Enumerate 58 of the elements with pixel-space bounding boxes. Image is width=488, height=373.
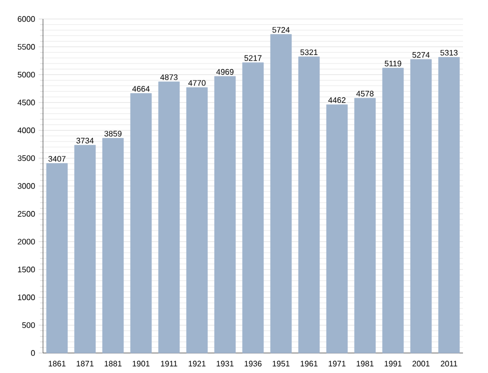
y-tick-label: 6000: [18, 16, 35, 22]
data-label: 4969: [216, 69, 234, 75]
y-tick-label: 500: [22, 322, 35, 328]
x-tick-label: 2011: [440, 360, 458, 366]
y-tick-label: 3500: [18, 155, 35, 161]
data-label: 3407: [48, 156, 66, 162]
bar: [102, 138, 124, 354]
data-label: 4462: [328, 97, 346, 103]
y-tick-label: 4500: [18, 100, 35, 106]
y-tick-label: 1500: [18, 266, 35, 272]
data-label: 3859: [104, 130, 122, 136]
x-tick-label: 1931: [216, 360, 234, 366]
x-tick-label: 1881: [104, 360, 122, 366]
x-tick-label: 1861: [48, 360, 66, 366]
x-tick-label: 1936: [244, 360, 262, 366]
bar: [46, 163, 68, 354]
bar: [214, 76, 236, 354]
x-tick-label: 1901: [132, 360, 150, 366]
y-tick-label: 2500: [18, 211, 35, 217]
data-label: 4770: [188, 80, 206, 86]
y-tick-label: 2000: [18, 238, 35, 244]
data-label: 5217: [244, 55, 262, 61]
bar: [158, 82, 180, 354]
y-tick-label: 3000: [18, 183, 35, 189]
x-tick-label: 1951: [272, 360, 290, 366]
y-tick-label: 5000: [18, 72, 35, 78]
bar: [410, 59, 432, 354]
x-tick-label: 1911: [161, 360, 178, 366]
x-tick-label: 1871: [76, 360, 94, 366]
x-tick-label: 2001: [412, 360, 430, 366]
bar: [130, 93, 152, 354]
y-tick-label: 5500: [18, 44, 35, 50]
data-label: 5274: [412, 52, 430, 58]
data-label: 3734: [76, 138, 94, 144]
bar: [74, 144, 96, 354]
data-label: 5119: [384, 60, 402, 66]
bar: [186, 87, 208, 354]
bar: [326, 104, 348, 354]
bar: [270, 34, 292, 354]
data-label: 5313: [440, 50, 458, 56]
x-tick-label: 1971: [328, 360, 346, 366]
y-tick-label: 1000: [18, 294, 35, 300]
y-tick-label: 0: [31, 350, 35, 356]
y-tick-label: 4000: [18, 128, 35, 134]
bar: [354, 98, 376, 354]
x-tick-label: 1991: [384, 360, 402, 366]
x-tick-label: 1921: [188, 360, 206, 366]
data-label: 4664: [132, 86, 150, 92]
bar: [298, 56, 320, 354]
bar: [242, 62, 264, 354]
bar: [382, 68, 404, 354]
data-label: 4578: [356, 90, 374, 96]
x-tick-label: 1981: [356, 360, 374, 366]
data-label: 4873: [160, 74, 178, 80]
data-label: 5321: [300, 49, 318, 56]
x-tick-label: 1961: [300, 360, 318, 366]
data-label: 5724: [272, 27, 290, 33]
bar: [438, 57, 460, 354]
